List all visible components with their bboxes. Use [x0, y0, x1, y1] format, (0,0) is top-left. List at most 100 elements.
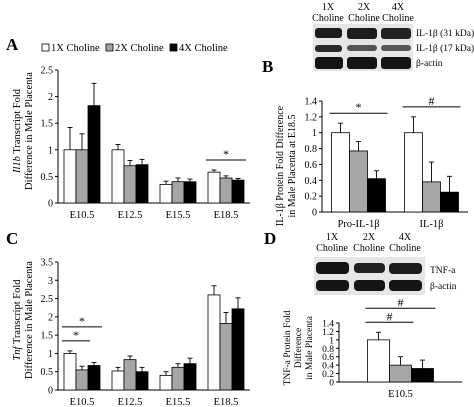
blot-b-image	[313, 24, 413, 71]
legend-label-4x: 4X Choline	[179, 43, 228, 54]
blot-d-h2-l1: 2X	[363, 232, 376, 243]
legend-swatch-2x	[105, 43, 114, 52]
chart-d-ytick-label-6: 1.2	[322, 328, 334, 338]
blot-d-band-tnf-2	[354, 263, 385, 273]
blot-b-h1-l2: Choline	[312, 13, 344, 24]
chart-a-bar-0-1	[75, 149, 89, 204]
ylabel-d: TNF-a Protein Fold	[283, 310, 293, 385]
panel-letter-a: A	[6, 35, 19, 54]
chart-c-ytick-label-1: 0.5	[41, 367, 54, 378]
blot-b-header-4x: 4X Choline	[382, 2, 414, 24]
blot-b-h2-l1: 2X	[358, 2, 371, 13]
chart-c-bar-3-1	[219, 323, 233, 391]
chart-c-ytick-label-0: 0	[48, 386, 53, 397]
chart-a-ytick-label-3: 1.5	[41, 119, 54, 130]
chart-d-ytick-label-0: 0	[329, 379, 334, 389]
chart-c-bar-1-1	[123, 359, 137, 391]
blot-b-h1-l1: 1X	[322, 2, 335, 13]
chart-d-ytick-label-2: 0.4	[322, 362, 334, 372]
legend-label-1x: 1X Choline	[51, 43, 100, 54]
blot-d-h3-l2: Choline	[389, 243, 421, 254]
chart-a-ytick-label-2: 1	[48, 145, 53, 156]
chart-b-ytick-label-3: 0.6	[305, 160, 318, 171]
blot-d-band-actin-2	[354, 280, 385, 291]
ylabel-d-line3: in Male Placenta	[305, 315, 315, 380]
chart-c-xlabel-2: E15.5	[166, 397, 191, 407]
blot-b-band-17-2	[347, 45, 377, 51]
chart-b-ytick-label-7: 1.4	[305, 97, 318, 108]
ylabel-c: Tnf Transcript Fold	[12, 279, 23, 361]
chart-b-ytick-label-4: 0.8	[305, 144, 318, 155]
chart-a-bar-2-2	[183, 181, 197, 204]
chart-c-bar-2-1	[171, 366, 185, 391]
blot-d-band-tnf-1	[316, 262, 349, 274]
chart-b-xlabel-0: Pro-IL-1β	[337, 219, 379, 230]
blot-d-image	[314, 257, 425, 295]
chart-a-bar-0-2	[87, 105, 101, 204]
ylabel-a-line2: Difference in Male Placenta	[24, 72, 35, 190]
blot-b-band-31-3	[381, 28, 411, 39]
chart-c: 0 0.5 1 1.5 2 2.5 3 3.5 E10.5 E12.5 E15.5 E18.5 **	[41, 258, 250, 407]
chart-c-ytick-label-3: 1.5	[41, 331, 54, 342]
chart-c-bar-3-2	[231, 308, 245, 391]
blot-d-header-4x: 4X Choline	[389, 232, 421, 254]
chart-a-bar-3-1	[219, 177, 233, 204]
chart-a-xlabel-2: E15.5	[166, 210, 191, 221]
chart-c-xlabel-1: E12.5	[118, 397, 143, 407]
chart-a-bar-1-2	[135, 164, 149, 204]
blot-d-band-actin-1	[316, 280, 349, 291]
chart-d-bar-0-0	[367, 339, 390, 383]
chart-b-bar-1-1	[422, 181, 441, 213]
chart-c-ytick-label-6: 3	[48, 276, 53, 287]
blot-b-band-17-3	[381, 45, 411, 51]
chart-d-ytick-label-1: 0.2	[322, 370, 334, 380]
chart-c-bar-1-2	[135, 371, 149, 391]
ylabel-a: Il1b Transcript Fold	[12, 88, 23, 174]
blot-b-band-17-1	[315, 45, 342, 52]
chart-a-bar-3-0	[207, 171, 221, 204]
chart-b-ytick-label-1: 0.2	[305, 192, 318, 203]
chart-a: 0 0.5 1 1.5 2 2.5 E10.5 E12.5 E15.5 E18.5 *	[41, 66, 250, 221]
chart-d-ytick-label-7: 1.4	[322, 320, 334, 330]
blot-d-band-actin-3	[389, 280, 422, 291]
chart-a-xlabel-0: E10.5	[70, 210, 95, 221]
blot-b-header: 1X Choline 2X Choline 4X Choline	[312, 2, 414, 24]
legend-swatch-4x	[169, 43, 178, 52]
chart-a-bar-1-0	[111, 149, 125, 204]
chart-d: 00.20.40.60.811.21.4 E10.5 # #	[322, 295, 462, 400]
ylabel-b: IL-1β Protein Fold Difference	[275, 105, 286, 226]
chart-a-sig-mark-0: *	[223, 147, 229, 161]
chart-d-xlabel-0: E10.5	[388, 389, 413, 400]
chart-b-ytick-label-6: 1.2	[305, 112, 318, 123]
chart-c-bar-2-2	[183, 363, 197, 391]
chart-d-ytick-label-3: 0.6	[322, 353, 334, 363]
chart-b-xlabel-1: IL-1β	[420, 219, 444, 230]
chart-c-sig-mark-0: *	[73, 328, 79, 342]
blot-d-h3-l1: 4X	[399, 232, 412, 243]
blot-b-band-actin-3	[381, 57, 411, 69]
blot-b-band-actin-2	[347, 57, 377, 69]
chart-c-ytick-label-2: 1	[48, 349, 53, 360]
blot-d-h1-l2: Choline	[316, 243, 348, 254]
blot-b-header-2x: 2X Choline	[348, 2, 380, 24]
blot-b-h2-l2: Choline	[348, 13, 380, 24]
chart-c-bar-2-0	[159, 374, 173, 391]
chart-a-xlabel-1: E12.5	[118, 210, 143, 221]
ylabel-c-line2: Difference in Male Placenta	[24, 261, 35, 379]
blot-d-h2-l2: Choline	[353, 243, 385, 254]
blot-b-label-actin: β-actin	[416, 59, 443, 69]
chart-b-bar-1-2	[440, 191, 459, 213]
chart-c-ytick-label-4: 2	[48, 312, 53, 323]
chart-d-bar-0-1	[389, 364, 412, 383]
panel-letter-d: D	[264, 229, 276, 248]
blot-b-band-actin-1	[315, 57, 343, 69]
blot-b-label-17: IL-1β (17 kDa)	[416, 43, 474, 54]
blot-b-band-31-1	[315, 28, 342, 38]
blot-b-header-1x: 1X Choline	[312, 2, 344, 24]
blot-d-header: 1X Choline 2X Choline 4X Choline	[316, 232, 421, 254]
chart-b: 0 0.2 0.4 0.6 0.8 1 1.2 1.4 Pro-IL-1β IL-1β * #	[305, 94, 468, 230]
chart-b-bar-0-2	[367, 178, 386, 213]
chart-a-bar-0-0	[63, 149, 77, 204]
chart-a-ytick-label-0: 0	[48, 199, 53, 210]
